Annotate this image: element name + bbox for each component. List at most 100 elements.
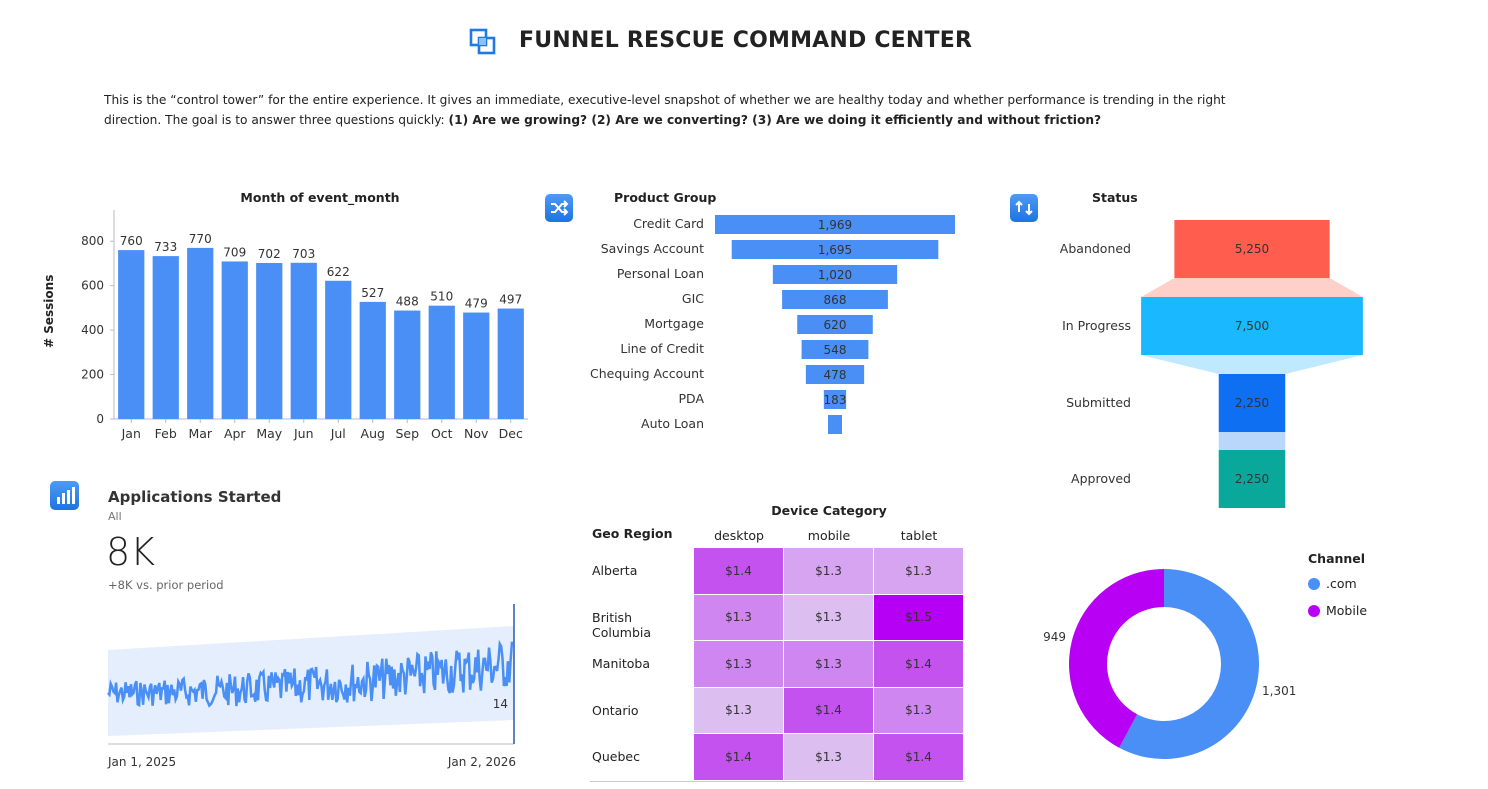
y-tick-label: 0	[96, 412, 104, 426]
sessions-y-axis-label: # Sessions	[42, 274, 56, 348]
bar-value-label: 510	[430, 290, 453, 304]
product-category-label: Personal Loan	[617, 266, 704, 281]
trend-x-end-label: Jan 2, 2026	[447, 755, 516, 769]
product-bar-label: 1,969	[818, 218, 852, 232]
x-tick-label: Jan	[121, 426, 141, 441]
heatmap-cell[interactable]: $1.4	[874, 641, 963, 687]
product-category-label: Line of Credit	[620, 341, 704, 356]
donut-slice-1	[1069, 569, 1164, 748]
x-tick-label: Apr	[224, 426, 246, 441]
heatmap-cell[interactable]: $1.3	[694, 594, 783, 640]
y-tick-label: 600	[81, 279, 104, 293]
product-bar	[801, 340, 869, 359]
heatmap-cell[interactable]: $1.4	[694, 548, 783, 594]
donut-label-com: 1,301	[1262, 684, 1296, 698]
trend-x-start-label: Jan 1, 2025	[107, 755, 176, 769]
heatmap-cell[interactable]: $1.4	[694, 734, 783, 780]
page-title: FUNNEL RESCUE COMMAND CENTER	[519, 28, 973, 53]
trend-line	[107, 639, 514, 708]
product-bar	[782, 290, 888, 309]
bar-value-label: 770	[189, 232, 212, 246]
product-chart-title: Product Group	[614, 190, 717, 205]
status-connector	[1218, 432, 1286, 450]
refresh-icon[interactable]	[1010, 194, 1038, 222]
heatmap-cell[interactable]: $1.3	[784, 641, 873, 687]
legend-label-mobile: Mobile	[1326, 603, 1368, 618]
status-category-label: Approved	[1071, 471, 1131, 486]
bar-oct	[428, 305, 455, 419]
heatmap-cell[interactable]: $1.3	[694, 641, 783, 687]
x-tick-label: Dec	[499, 426, 523, 441]
status-chart-title: Status	[1092, 190, 1138, 205]
shuffle-icon[interactable]	[545, 194, 573, 222]
heatmap-cell[interactable]: $1.4	[784, 687, 873, 733]
status-category-label: Submitted	[1066, 395, 1131, 410]
bar-chart-icon	[50, 481, 79, 510]
bar-dec	[497, 308, 524, 419]
bar-aug	[359, 301, 386, 419]
status-bar-label: 7,500	[1235, 319, 1269, 333]
bar-value-label: 527	[361, 286, 384, 300]
heatmap-column-tablet: tablet	[900, 528, 938, 543]
product-category-label: Mortgage	[644, 316, 704, 331]
heatmap-row-header: Geo Region	[592, 526, 673, 541]
heatmap-cell[interactable]: $1.3	[784, 594, 873, 640]
x-tick-label: Mar	[188, 426, 212, 441]
legend-item-mobile[interactable]: Mobile	[1308, 603, 1367, 618]
overlapping-squares-icon	[468, 27, 498, 57]
bar-value-label: 709	[223, 245, 246, 259]
status-funnel-chart: 5,250 Abandoned 7,500 In Progress 2,250 Submi…	[1060, 220, 1363, 508]
legend-swatch-com	[1308, 577, 1320, 590]
product-bar-label: 620	[824, 318, 847, 332]
status-bar-abandoned	[1174, 220, 1330, 278]
product-bar-label: 183	[824, 393, 847, 407]
status-bar-submitted	[1218, 374, 1286, 432]
product-category-label: GIC	[682, 291, 704, 306]
product-bar	[805, 365, 865, 384]
applications-trend-chart: 14 Jan 1, 2025 Jan 2, 2026	[107, 604, 516, 769]
product-bar-label: 478	[824, 368, 847, 382]
x-tick-label: Nov	[464, 426, 489, 441]
status-bar-approved	[1218, 450, 1286, 508]
product-bar	[823, 390, 847, 409]
heatmap-cell[interactable]: $1.3	[874, 687, 963, 733]
description-text: This is the “control tower” for the enti…	[104, 93, 1226, 127]
status-connector	[1141, 278, 1363, 297]
y-tick-label: 800	[81, 234, 104, 248]
heatmap-row-label: Alberta	[592, 563, 638, 578]
heatmap-row-label: Quebec	[592, 749, 640, 764]
heatmap-cell[interactable]: $1.3	[784, 734, 873, 780]
bar-value-label: 497	[499, 293, 522, 307]
heatmap-column-mobile: mobile	[807, 528, 851, 543]
channel-legend-title: Channel	[1308, 551, 1366, 566]
bar-value-label: 488	[396, 295, 419, 309]
status-bar-label: 2,250	[1235, 396, 1269, 410]
heatmap-cell[interactable]: $1.5	[874, 594, 963, 640]
status-category-label: In Progress	[1062, 318, 1131, 333]
heatmap-cell[interactable]: $1.3	[874, 548, 963, 594]
bar-jan	[118, 250, 145, 419]
product-bar-label: 548	[824, 343, 847, 357]
donut-slice-0	[1119, 569, 1259, 759]
x-tick-label: Oct	[431, 426, 453, 441]
status-connector	[1141, 355, 1363, 374]
y-tick-label: 200	[81, 368, 104, 382]
product-bar	[797, 315, 873, 334]
legend-item-com[interactable]: .com	[1308, 576, 1357, 591]
heatmap-row-label: Manitoba	[592, 656, 650, 671]
bar-sep	[394, 310, 421, 419]
heatmap-bottom-rule	[590, 780, 964, 782]
heatmap-cell[interactable]: $1.3	[784, 548, 873, 594]
sessions-chart-title: Month of event_month	[240, 190, 400, 205]
product-category-label: Credit Card	[633, 216, 704, 231]
product-bar-label: 1,695	[818, 243, 852, 257]
heatmap-cell[interactable]: $1.3	[694, 687, 783, 733]
heatmap-title: Device Category	[771, 503, 887, 518]
status-bar-label: 2,250	[1235, 472, 1269, 486]
bar-may	[256, 263, 283, 419]
heatmap-cell[interactable]: $1.4	[874, 734, 963, 780]
bar-nov	[463, 312, 490, 419]
legend-swatch-mobile	[1308, 604, 1320, 617]
product-bar-label: 868	[824, 293, 847, 307]
status-bar-in-progress	[1141, 297, 1363, 355]
